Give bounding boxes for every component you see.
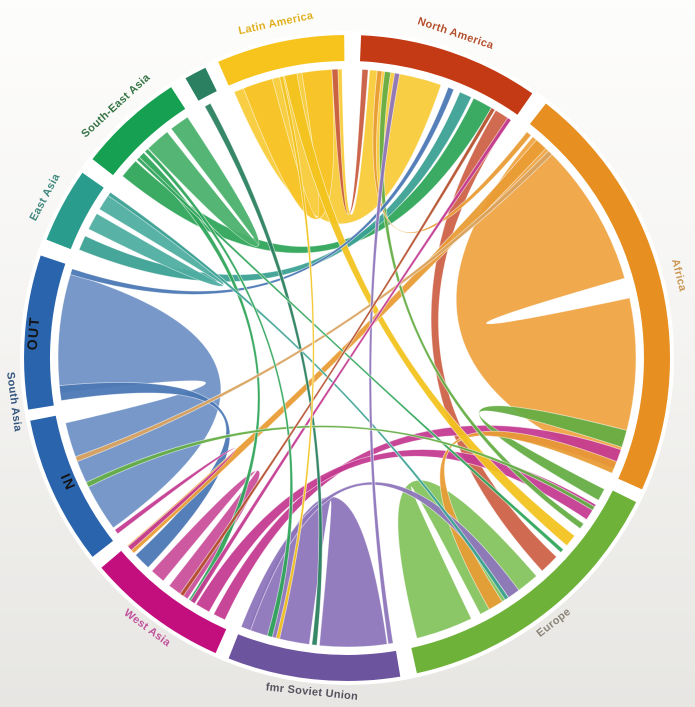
- flow-ribbon-latin-america-to-europe: [283, 72, 576, 547]
- segment-arc-latin-america: [218, 35, 345, 86]
- flow-ribbon-africa-to-south-asia: [74, 150, 553, 463]
- segment-arc-north-america: [360, 35, 533, 115]
- flow-ribbon-east-asia-to-east-asia: [87, 193, 225, 287]
- direction-label-out: OUT: [24, 316, 43, 351]
- flow-ribbon-north-america-to-europe: [430, 109, 558, 572]
- flow-ribbon-south-asia-to-west-asia: [58, 382, 231, 569]
- segment-arc-fmr-soviet-union: [228, 634, 401, 682]
- segment-arc-west-asia: [101, 550, 227, 654]
- segment-arc-south-east-asia: [92, 87, 186, 176]
- flow-ribbon-africa-to-africa: [455, 136, 637, 467]
- flow-ribbon-north-america-to-latin-america: [331, 68, 369, 215]
- flow-ribbon-east-asia-to-europe: [107, 191, 510, 601]
- flow-ribbon-north-america-to-west-asia: [179, 107, 496, 597]
- segment-arc-africa: [529, 103, 671, 490]
- flow-ribbon-europe-to-africa: [478, 405, 628, 501]
- flow-ribbon-europe-to-south-asia: [85, 425, 596, 511]
- flow-ribbon-west-asia-to-north-america: [189, 117, 512, 605]
- flow-ribbon-east-asia-to-north-america: [78, 91, 472, 283]
- segment-arc-south-asia-1: [24, 255, 66, 410]
- region-label-africa: Africa: [669, 258, 689, 293]
- flow-ribbon-latin-america-to-latin-america: [242, 68, 335, 220]
- flow-ribbon-west-asia-to-south-asia: [114, 448, 236, 551]
- direction-label-in: IN: [58, 471, 80, 493]
- region-label-latin-america: Latin America: [237, 10, 315, 38]
- flow-ribbon-africa-to-north-america: [372, 70, 532, 234]
- flow-ribbon-fmr-soviet-union-to-north-america: [368, 72, 401, 645]
- segment-arc-europe: [411, 490, 637, 674]
- flow-ribbon-europe-to-north-america: [379, 71, 585, 530]
- segment-arc-minor-region: [185, 67, 217, 101]
- flow-ribbon-south-east-asia-to-fmr-soviet-union: [144, 148, 294, 638]
- flow-ribbon-minor-region-to-fmr-soviet-union: [204, 102, 323, 646]
- flow-ribbon-south-east-asia-to-south-east-asia: [147, 116, 260, 247]
- flow-ribbon-west-asia-to-europe: [195, 449, 597, 613]
- segment-arc-south-asia-0: [30, 415, 114, 557]
- flow-ribbon-latin-america-to-fmr-soviet-union: [275, 75, 315, 640]
- segment-arc-east-asia: [46, 172, 104, 250]
- flow-ribbon-south-asia-to-north-america: [69, 86, 455, 295]
